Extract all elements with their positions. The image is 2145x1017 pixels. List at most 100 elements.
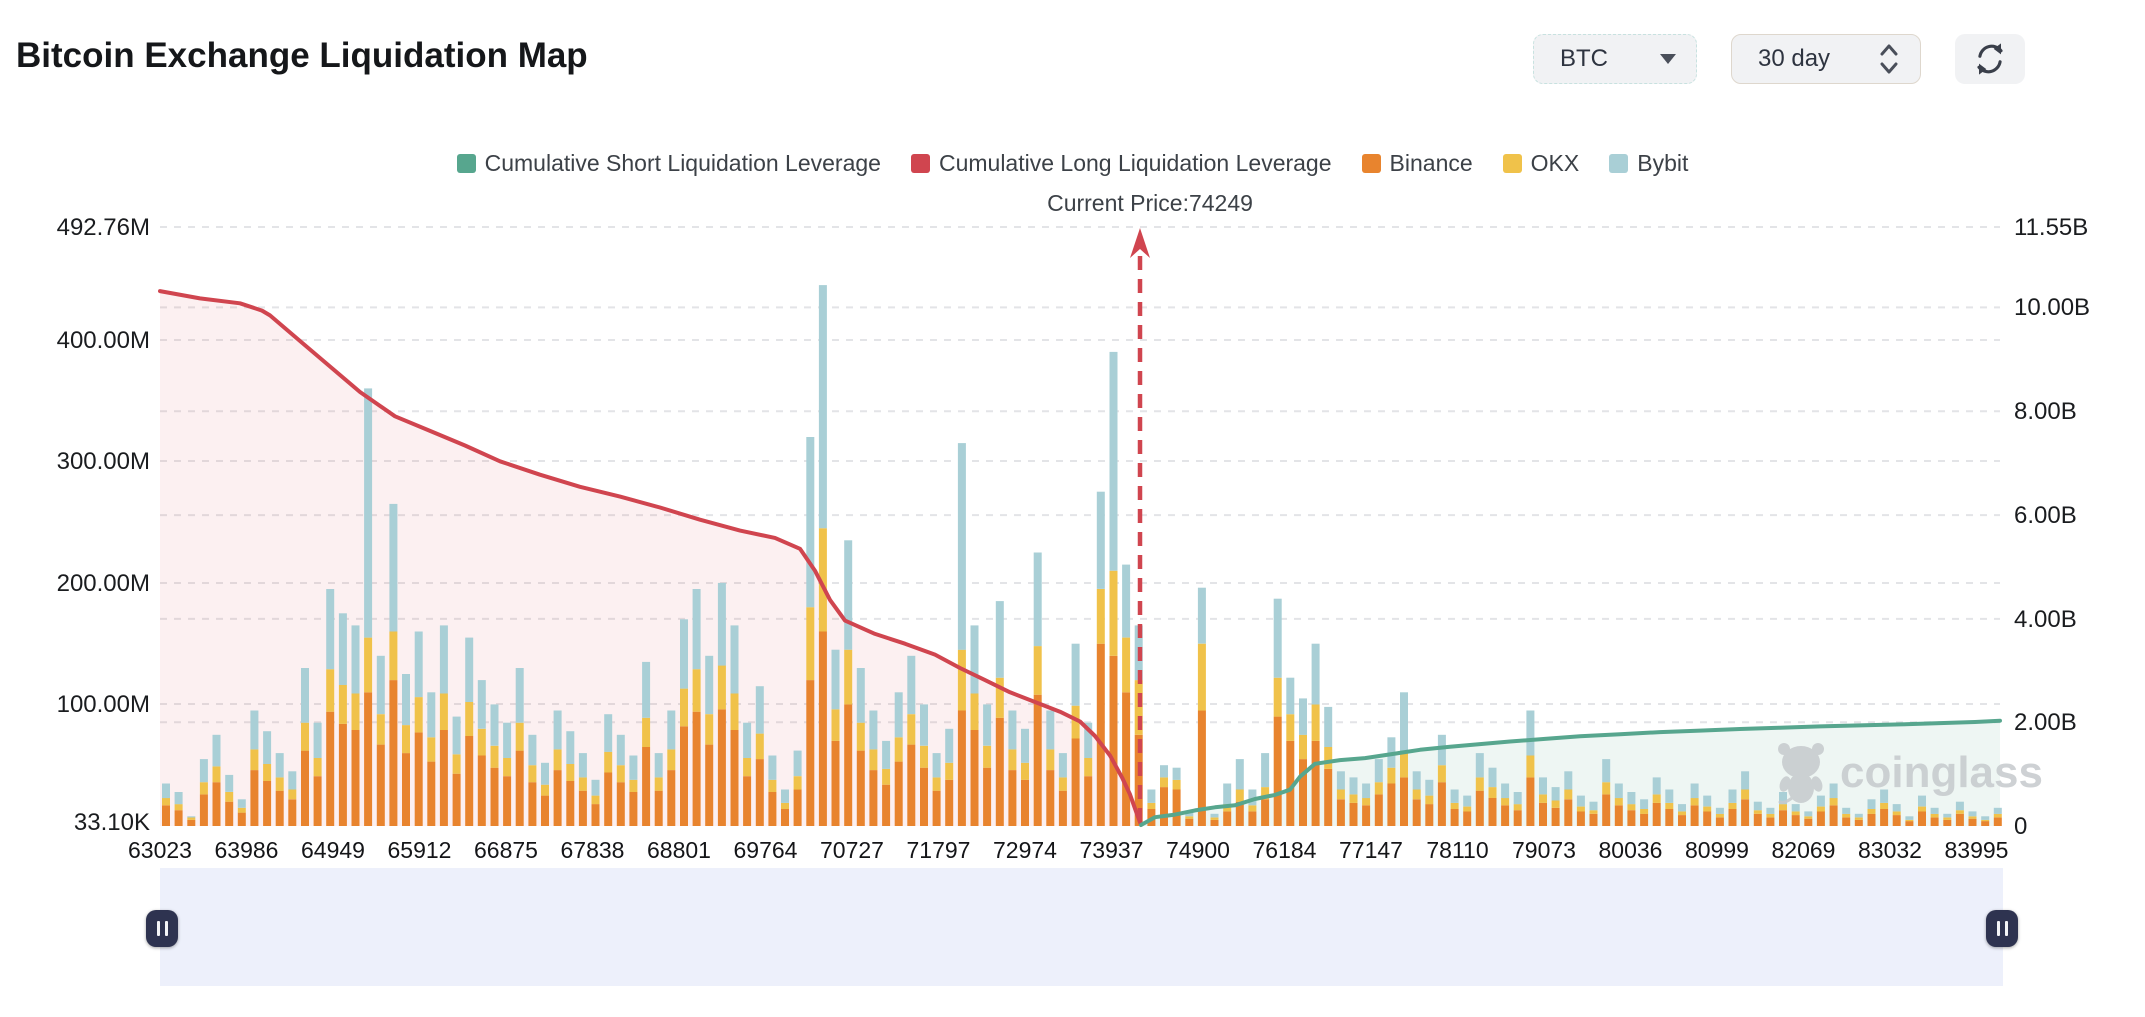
chart-bar-binance[interactable]: [237, 812, 246, 826]
chart-bar-binance[interactable]: [1362, 805, 1371, 826]
chart-bar-bybit[interactable]: [781, 789, 789, 803]
chart-bar-bybit[interactable]: [578, 753, 587, 778]
chart-bar-okx[interactable]: [1387, 767, 1396, 784]
chart-bar-binance[interactable]: [1602, 794, 1611, 826]
chart-bar-bybit[interactable]: [212, 734, 221, 767]
chart-bar-okx[interactable]: [717, 665, 726, 710]
chart-bar-okx[interactable]: [1286, 714, 1295, 741]
chart-bar-binance[interactable]: [1816, 811, 1825, 826]
chart-bar-binance[interactable]: [1804, 818, 1813, 826]
chart-bar-binance[interactable]: [1640, 813, 1649, 826]
chart-bar-okx[interactable]: [1185, 816, 1194, 819]
chart-bar-bybit[interactable]: [1576, 795, 1585, 807]
chart-bar-okx[interactable]: [1475, 777, 1484, 791]
chart-bar-okx[interactable]: [1703, 806, 1712, 812]
chart-bar-okx[interactable]: [1614, 798, 1623, 806]
chart-bar-okx[interactable]: [465, 702, 474, 736]
chart-bar-okx[interactable]: [326, 669, 335, 712]
chart-bar-okx[interactable]: [477, 728, 486, 756]
chart-bar-bybit[interactable]: [1286, 677, 1295, 715]
chart-bar-bybit[interactable]: [680, 619, 688, 689]
chart-bar-binance[interactable]: [755, 759, 764, 826]
chart-bar-okx[interactable]: [1867, 809, 1876, 814]
chart-bar-binance[interactable]: [427, 761, 436, 826]
chart-bar-okx[interactable]: [920, 745, 928, 768]
chart-bar-okx[interactable]: [528, 765, 537, 783]
chart-bar-binance[interactable]: [920, 767, 928, 826]
chart-bar-okx[interactable]: [604, 751, 613, 773]
chart-bar-bybit[interactable]: [1299, 698, 1307, 735]
refresh-button[interactable]: [1955, 34, 2025, 84]
chart-bar-binance[interactable]: [1753, 813, 1762, 826]
chart-bar-okx[interactable]: [1854, 817, 1863, 820]
chart-bar-bybit[interactable]: [1412, 771, 1421, 790]
chart-bar-okx[interactable]: [1122, 637, 1131, 693]
chart-bar-okx[interactable]: [1627, 804, 1636, 811]
chart-bar-okx[interactable]: [1526, 755, 1535, 778]
chart-bar-bybit[interactable]: [743, 722, 752, 758]
chart-bar-binance[interactable]: [1715, 817, 1724, 827]
chart-bar-bybit[interactable]: [818, 285, 827, 529]
chart-bar-okx[interactable]: [1715, 813, 1724, 818]
chart-bar-okx[interactable]: [1311, 704, 1320, 741]
chart-bar-binance[interactable]: [402, 753, 410, 826]
chart-bar-okx[interactable]: [730, 693, 739, 731]
chart-bar-okx[interactable]: [1412, 789, 1421, 800]
chart-bar-bybit[interactable]: [275, 753, 284, 778]
chart-bar-bybit[interactable]: [831, 649, 840, 710]
chart-bar-binance[interactable]: [313, 776, 322, 826]
chart-bar-binance[interactable]: [730, 730, 739, 826]
chart-bar-bybit[interactable]: [882, 740, 891, 769]
chart-bar-okx[interactable]: [1930, 813, 1939, 818]
chart-bar-bybit[interactable]: [376, 655, 385, 715]
chart-bar-okx[interactable]: [1766, 813, 1775, 818]
chart-bar-binance[interactable]: [1058, 790, 1067, 826]
chart-bar-binance[interactable]: [1981, 821, 1990, 826]
chart-bar-bybit[interactable]: [1362, 783, 1371, 799]
chart-bar-bybit[interactable]: [553, 710, 562, 750]
chart-bar-bybit[interactable]: [528, 734, 537, 766]
chart-bar-okx[interactable]: [907, 714, 916, 745]
chart-bar-bybit[interactable]: [1096, 491, 1105, 589]
chart-bar-bybit[interactable]: [1513, 792, 1522, 805]
chart-bar-binance[interactable]: [338, 723, 347, 826]
chart-bar-bybit[interactable]: [338, 613, 347, 685]
chart-bar-binance[interactable]: [1513, 810, 1522, 826]
chart-bar-bybit[interactable]: [1311, 643, 1320, 705]
chart-bar-binance[interactable]: [1033, 694, 1042, 826]
chart-bar-bybit[interactable]: [1564, 771, 1573, 790]
chart-bar-binance[interactable]: [1627, 810, 1636, 826]
chart-bar-bybit[interactable]: [1614, 783, 1623, 799]
chart-bar-binance[interactable]: [1539, 802, 1547, 826]
chart-bar-binance[interactable]: [831, 740, 840, 826]
chart-bar-okx[interactable]: [844, 649, 853, 705]
chart-bar-okx[interactable]: [882, 768, 891, 785]
chart-bar-okx[interactable]: [1437, 765, 1446, 783]
chart-bar-okx[interactable]: [995, 677, 1004, 718]
chart-bar-bybit[interactable]: [1033, 552, 1042, 647]
chart-bar-bybit[interactable]: [1160, 765, 1168, 778]
chart-bar-binance[interactable]: [604, 772, 613, 827]
chart-bar-okx[interactable]: [1336, 789, 1345, 800]
chart-bar-okx[interactable]: [1589, 810, 1598, 814]
chart-bar-okx[interactable]: [680, 688, 688, 727]
chart-bar-bybit[interactable]: [301, 668, 309, 723]
chart-bar-bybit[interactable]: [162, 783, 170, 799]
chart-bar-bybit[interactable]: [1463, 795, 1472, 807]
chart-bar-bybit[interactable]: [288, 771, 297, 790]
chart-bar-okx[interactable]: [1299, 734, 1307, 760]
chart-bar-binance[interactable]: [1008, 770, 1017, 826]
chart-bar-okx[interactable]: [1816, 806, 1825, 812]
chart-bar-binance[interactable]: [806, 680, 815, 826]
chart-bar-okx[interactable]: [1197, 643, 1206, 711]
chart-bar-bybit[interactable]: [1829, 783, 1838, 799]
chart-bar-binance[interactable]: [629, 792, 638, 826]
chart-bar-binance[interactable]: [705, 744, 714, 826]
chart-bar-okx[interactable]: [793, 776, 802, 790]
chart-bar-bybit[interactable]: [1501, 783, 1510, 799]
chart-bar-bybit[interactable]: [667, 710, 676, 750]
chart-bar-bybit[interactable]: [452, 716, 461, 755]
chart-bar-binance[interactable]: [1223, 811, 1232, 826]
chart-bar-bybit[interactable]: [477, 680, 486, 729]
chart-bar-okx[interactable]: [237, 807, 246, 813]
